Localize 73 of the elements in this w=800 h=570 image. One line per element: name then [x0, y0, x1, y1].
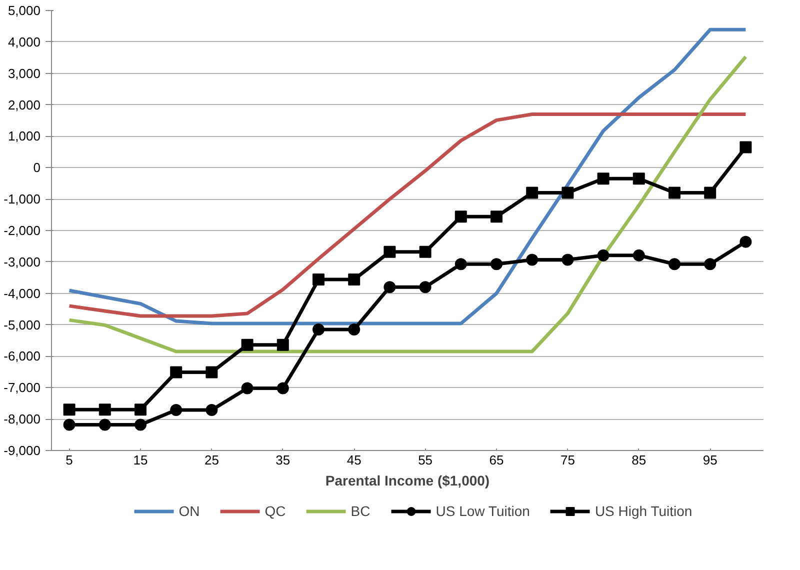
x-tick-label: 75: [560, 452, 575, 468]
point: [740, 236, 752, 248]
x-tick-label: 15: [133, 452, 148, 468]
point: [312, 274, 324, 286]
y-tick-label: -3,000: [4, 254, 41, 270]
point: [98, 418, 111, 431]
y-tick-label: -2,000: [4, 223, 41, 238]
point: [206, 366, 218, 378]
legend-label: US High Tuition: [594, 503, 692, 519]
point: [562, 186, 574, 199]
point: [63, 404, 76, 416]
point: [170, 366, 182, 378]
point: [276, 382, 289, 394]
point: [562, 254, 574, 266]
y-tick-label: -4,000: [4, 286, 41, 301]
point: [490, 258, 502, 270]
point: [312, 324, 324, 336]
point: [384, 281, 396, 294]
point: [348, 274, 360, 286]
legend-label: US Low Tuition: [436, 503, 530, 519]
y-tick-label: 1,000: [8, 128, 41, 144]
x-tick-label: 95: [702, 452, 718, 468]
point: [419, 281, 432, 294]
legend-label: ON: [178, 503, 200, 519]
x-tick-label: 35: [276, 452, 290, 468]
legend-label: BC: [350, 503, 371, 519]
line-series: [68, 54, 748, 354]
point: [419, 246, 432, 258]
y-tick-label: -9,000: [4, 443, 41, 458]
point: [668, 186, 680, 199]
point: [740, 141, 752, 154]
point: [170, 404, 182, 416]
y-tick-label: 3,000: [8, 66, 41, 81]
point: [597, 172, 610, 185]
point: [276, 338, 289, 351]
x-tick-label: 65: [489, 452, 504, 468]
y-tick-label: 0: [33, 160, 41, 176]
point: [134, 404, 146, 416]
y-tick-label: -5,000: [4, 317, 41, 332]
point: [526, 186, 538, 199]
y-tick-label: 2,000: [8, 97, 41, 112]
point: [597, 249, 610, 262]
x-tick-label: 45: [346, 452, 362, 468]
point: [668, 258, 680, 270]
x-tick-label: 25: [204, 452, 219, 468]
x-axis-title: Parental Income ($1,000): [325, 472, 490, 488]
point: [241, 338, 254, 351]
point: [98, 404, 111, 416]
x-tick-label: 85: [632, 452, 646, 468]
point: [632, 249, 645, 262]
point: [206, 404, 218, 416]
point: [241, 382, 254, 394]
point: [454, 258, 467, 270]
y-tick-label: -1,000: [4, 192, 41, 207]
point: [134, 418, 146, 431]
point: [704, 258, 716, 270]
point: [63, 418, 76, 431]
point: [632, 172, 645, 185]
point: [490, 210, 502, 223]
line-series: [68, 112, 748, 318]
x-tick-label: 5: [66, 452, 73, 468]
legend-label: QC: [264, 503, 286, 519]
y-tick-label: -7,000: [4, 380, 41, 396]
y-tick-label: 4,000: [8, 34, 41, 50]
y-tick-label: 5,000: [8, 3, 41, 18]
x-tick-label: 55: [418, 452, 433, 468]
point: [348, 324, 360, 336]
point: [454, 210, 467, 223]
y-tick-label: -6,000: [4, 348, 41, 364]
point: [526, 254, 538, 266]
y-tick-label: -8,000: [4, 412, 41, 427]
point: [384, 246, 396, 258]
point: [704, 186, 716, 199]
